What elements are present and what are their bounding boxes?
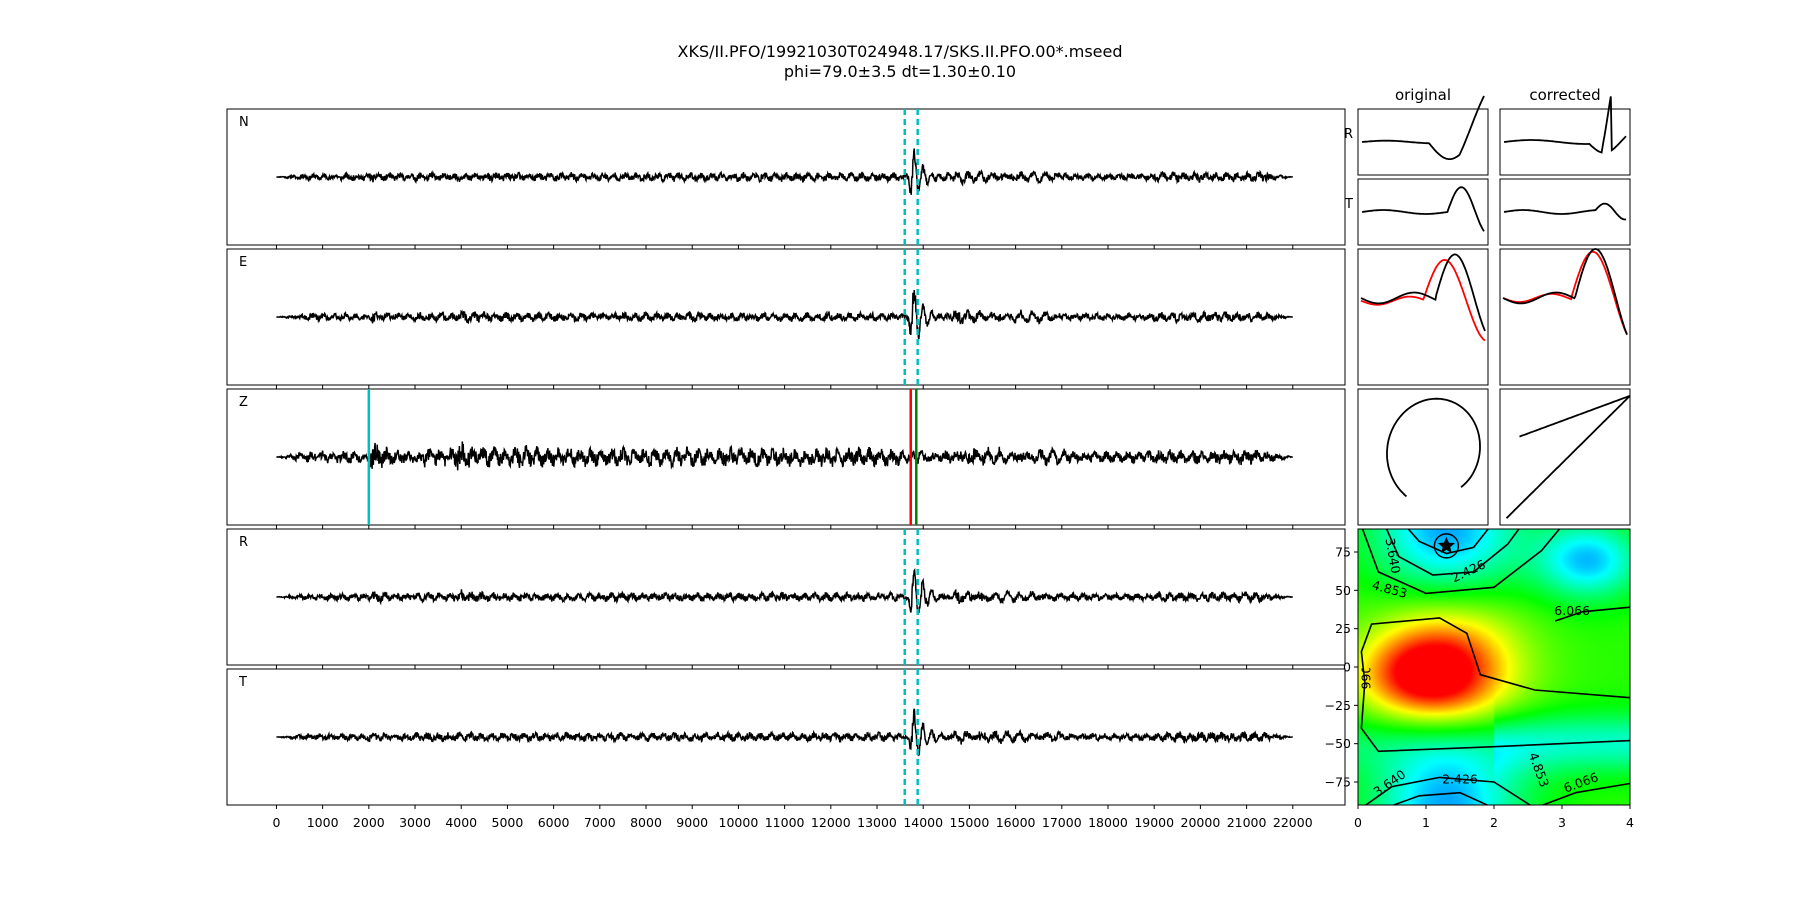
x-tick-label: 16000 [996, 815, 1036, 830]
x-tick-label: 9000 [676, 815, 708, 830]
contour-line [1361, 529, 1561, 595]
x-tick-label: 1 [1422, 815, 1430, 830]
x-tick-label: 2 [1490, 815, 1498, 830]
waveform-panel-z: Z [226, 388, 1346, 529]
best-fit-star-icon [1437, 536, 1455, 554]
y-tick-label: −50 [1325, 736, 1351, 751]
x-tick-label: 18000 [1088, 815, 1128, 830]
x-tick-label: 2000 [353, 815, 385, 830]
trace-line [276, 708, 1293, 757]
column-title: original [1395, 86, 1451, 104]
y-tick-label: −25 [1325, 698, 1351, 713]
figure-subtitle: phi=79.0±3.5 dt=1.30±0.10 [783, 62, 1017, 81]
contour-line [1360, 617, 1630, 699]
x-tick-label: 0 [272, 815, 280, 830]
fast-trace [1360, 258, 1486, 342]
waveform-panel-n: N [226, 108, 1346, 249]
channel-label: R [239, 535, 248, 550]
column-title: corrected [1529, 86, 1600, 104]
contour-line [1364, 776, 1532, 805]
corrected-fast-slow-panel [1499, 248, 1631, 386]
contour-label: 6.066 [1358, 654, 1373, 690]
channel-label: Z [239, 395, 248, 410]
x-tick-label: 4 [1626, 815, 1634, 830]
contour-line [1407, 529, 1490, 555]
y-tick-label: 25 [1335, 621, 1351, 636]
corrected-t-panel [1499, 178, 1631, 246]
contour-line [1385, 529, 1520, 576]
y-tick-label: 0 [1343, 660, 1351, 675]
original-r-panel [1357, 108, 1489, 176]
original-t-panel [1357, 178, 1489, 246]
x-tick-label: 1000 [307, 815, 339, 830]
contour-label: 2.426 [1442, 772, 1478, 787]
slow-trace [1360, 253, 1486, 332]
x-tick-label: 15000 [950, 815, 990, 830]
corrected-particle-motion-panel [1499, 388, 1631, 526]
corrected-particle-motion [1505, 394, 1631, 519]
x-tick-label: 21000 [1227, 815, 1267, 830]
contour-line [1391, 791, 1490, 805]
x-tick-label: 8000 [630, 815, 662, 830]
x-tick-label: 13000 [857, 815, 897, 830]
channel-label: N [239, 115, 249, 130]
error-surface-heatmap [1358, 529, 1630, 805]
trace-line [276, 290, 1293, 340]
contour-line [1540, 782, 1630, 805]
original-t-trace [1361, 186, 1485, 232]
row-label: R [1344, 127, 1353, 142]
fast-trace [1502, 250, 1628, 335]
x-tick-label: 6000 [538, 815, 570, 830]
trace-line [276, 568, 1293, 614]
contour-line [1554, 606, 1630, 622]
x-tick-label: 3000 [399, 815, 431, 830]
corrected-r-trace [1503, 96, 1627, 154]
y-tick-label: 75 [1335, 545, 1351, 560]
row-label: T [1344, 197, 1353, 212]
x-tick-label: 14000 [903, 815, 943, 830]
x-tick-label: 20000 [1181, 815, 1221, 830]
waveform-panel-t: T [226, 668, 1346, 809]
x-tick-label: 11000 [765, 815, 805, 830]
contour-line [1360, 682, 1630, 753]
y-tick-label: −75 [1325, 775, 1351, 790]
original-fast-slow-panel [1357, 248, 1489, 386]
channel-label: E [239, 255, 247, 270]
contour-label: 3.640 [1383, 537, 1404, 575]
trace-line [276, 148, 1293, 195]
x-tick-label: 10000 [719, 815, 759, 830]
original-particle-motion-panel [1357, 388, 1489, 526]
original-r-trace [1361, 95, 1485, 160]
x-tick-label: 0 [1354, 815, 1362, 830]
x-tick-label: 12000 [811, 815, 851, 830]
corrected-t-trace [1503, 202, 1627, 221]
x-tick-label: 22000 [1273, 815, 1313, 830]
x-tick-label: 7000 [584, 815, 616, 830]
x-tick-label: 19000 [1134, 815, 1174, 830]
best-fit-circle [1433, 533, 1460, 559]
x-tick-label: 4000 [445, 815, 477, 830]
original-particle-motion [1386, 397, 1481, 498]
waveform-panel-r: R [226, 528, 1346, 669]
slow-trace [1502, 248, 1628, 336]
channel-label: T [238, 675, 247, 690]
x-tick-label: 5000 [492, 815, 524, 830]
x-tick-label: 3 [1558, 815, 1566, 830]
y-tick-label: 50 [1335, 583, 1351, 598]
contour-group [1360, 529, 1630, 805]
trace-line [276, 441, 1293, 471]
x-tick-label: 17000 [1042, 815, 1082, 830]
figure-title: XKS/II.PFO/19921030T024948.17/SKS.II.PFO… [677, 42, 1123, 61]
waveform-panel-e: E [226, 248, 1346, 389]
contour-label: 6.066 [1554, 603, 1590, 618]
